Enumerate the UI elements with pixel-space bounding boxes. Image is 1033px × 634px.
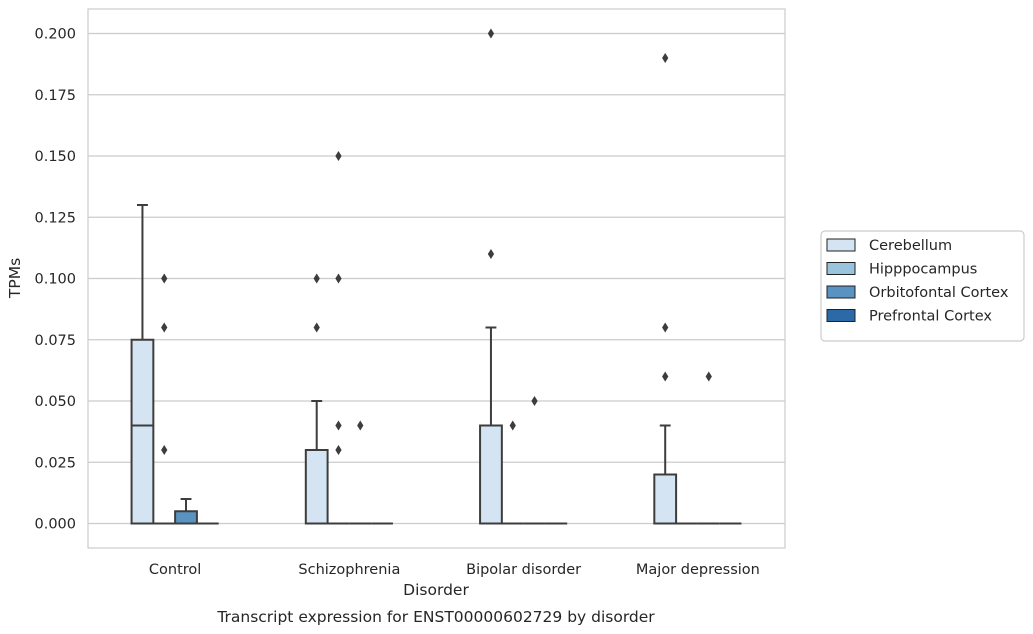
y-tick-label: 0.200	[34, 27, 76, 43]
outlier-point	[313, 322, 320, 333]
outlier-point	[335, 273, 342, 284]
legend-swatch	[826, 309, 856, 322]
x-tick-label: Schizophrenia	[298, 562, 400, 578]
outlier-point	[313, 273, 320, 284]
box-body	[304, 449, 329, 525]
y-tick-label: 0.000	[34, 517, 76, 533]
outlier-point	[335, 444, 342, 456]
y-axis-label: TPMs	[6, 258, 24, 299]
outlier-point	[487, 248, 495, 260]
y-tick-label: 0.075	[34, 333, 76, 349]
box-cerebellum	[130, 204, 155, 525]
outlier-point	[705, 371, 712, 382]
plot-frame	[87, 8, 786, 549]
box-hipppocampus	[327, 150, 350, 525]
box-hipppocampus	[153, 273, 176, 525]
box-series-group	[130, 28, 742, 525]
box-body	[130, 338, 155, 525]
outlier-point	[161, 273, 168, 284]
box-cerebellum	[479, 28, 503, 525]
legend-swatch	[826, 238, 856, 252]
outlier-point	[161, 444, 168, 456]
outlier-point	[161, 322, 168, 333]
outlier-point	[662, 371, 669, 382]
box-body	[174, 510, 198, 525]
outlier-point	[531, 395, 538, 407]
legend-label: Orbitofontal Cortex	[869, 285, 1009, 301]
outlier-point	[335, 150, 342, 162]
y-tick-label: 0.025	[34, 455, 76, 471]
outlier-point	[335, 420, 342, 431]
legend-frame	[820, 230, 1025, 342]
y-tick-labels: 0.000 0.025 0.050 0.075 0.100 0.125 0.150 0.175…	[34, 27, 76, 533]
box-orbitofontal-cortex	[174, 498, 198, 525]
y-tick-label: 0.150	[34, 149, 76, 165]
outlier-point	[357, 420, 364, 431]
box-cerebellum	[653, 52, 678, 525]
y-tick-label: 0.050	[34, 394, 76, 410]
box-orbitofontal-cortex	[523, 395, 546, 525]
chart-caption: Transcript expression for ENST0000060272…	[216, 608, 655, 626]
box-cerebellum	[304, 273, 329, 525]
y-tick-label: 0.100	[34, 272, 76, 288]
legend: Cerebellum Hipppocampus Orbitofontal Corte…	[820, 230, 1025, 342]
y-tick-label: 0.125	[34, 210, 76, 226]
x-tick-label: Major depression	[636, 562, 760, 578]
legend-label: Cerebellum	[869, 238, 952, 254]
y-tick-label: 0.175	[34, 88, 76, 104]
x-tick-label: Control	[149, 562, 201, 578]
box-body	[653, 473, 678, 525]
legend-label: Prefrontal Cortex	[869, 309, 992, 325]
x-tick-labels: Control Schizophrenia Bipolar disorder Majo…	[149, 562, 760, 578]
legend-swatch	[826, 285, 856, 299]
box-orbitofontal-cortex	[697, 371, 720, 525]
box-body	[479, 424, 503, 525]
box-orbitofontal-cortex	[349, 420, 372, 525]
x-axis-label: Disorder	[403, 581, 469, 599]
legend-swatch	[826, 262, 856, 275]
x-tick-label: Bipolar disorder	[466, 562, 581, 578]
outlier-point	[487, 28, 495, 39]
outlier-point	[662, 322, 669, 333]
outlier-point	[662, 52, 669, 64]
outlier-point	[509, 420, 516, 431]
box-hipppocampus	[501, 420, 524, 525]
legend-label: Hipppocampus	[869, 262, 977, 278]
